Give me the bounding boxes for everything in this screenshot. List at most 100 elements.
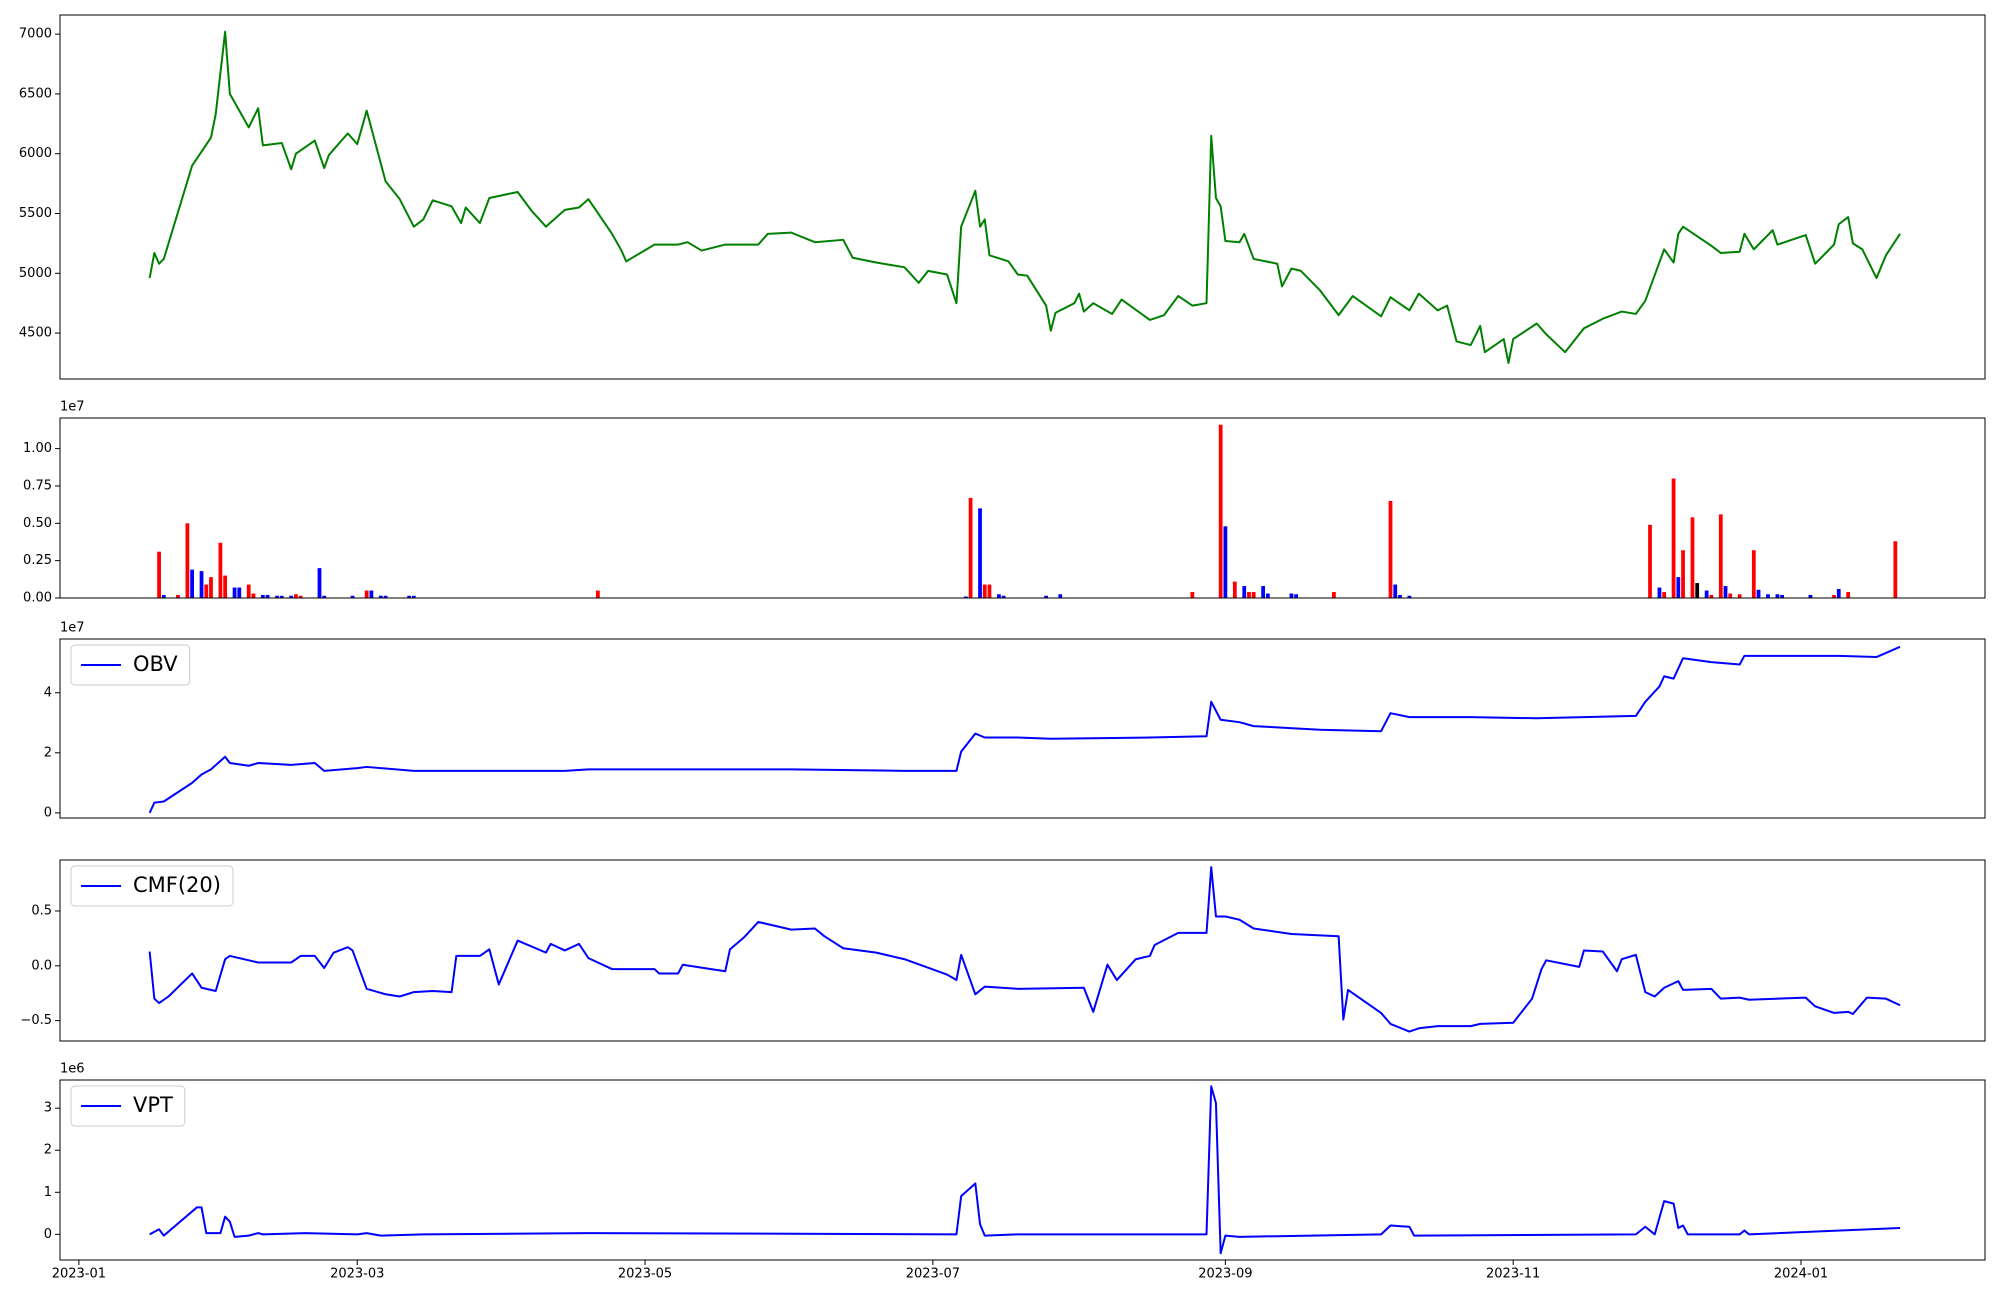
- volume-bar: [1190, 592, 1195, 598]
- volume-bar: [265, 595, 270, 598]
- volume-bar: [595, 590, 600, 598]
- y-tick-label: −0.5: [20, 1013, 52, 1028]
- axes-frame: [59, 14, 1986, 380]
- volume-bar: [1780, 595, 1785, 598]
- axis-offset-label: 1e7: [60, 621, 85, 636]
- volume-bar: [1247, 592, 1251, 598]
- volume-bar: [246, 584, 251, 598]
- volume-bar: [369, 590, 374, 598]
- y-tick-label: 0.0: [31, 958, 52, 973]
- volume-bar: [1723, 586, 1728, 598]
- panel: 0 2 4 1e7 OBV: [44, 621, 1986, 820]
- volume-bar: [1808, 595, 1813, 598]
- volume-bar: [279, 595, 284, 598]
- volume-bar: [963, 596, 968, 598]
- volume-bar: [185, 523, 190, 598]
- volume-bar: [204, 584, 209, 598]
- y-tick-label: 0.25: [23, 553, 52, 568]
- volume-bar: [218, 542, 223, 598]
- axis-offset-label: 1e6: [60, 1062, 85, 1077]
- y-tick-label: 6500: [19, 86, 52, 101]
- volume-bar: [411, 595, 416, 598]
- x-tick-label: 2023-09: [1198, 1267, 1252, 1282]
- volume-bar: [1407, 595, 1412, 598]
- volume-bar: [322, 595, 327, 598]
- volume-bar: [978, 508, 982, 598]
- volume-bar: [1251, 592, 1256, 598]
- y-tick-label: 5500: [19, 206, 52, 221]
- y-tick-label: 2: [44, 1143, 52, 1158]
- y-tick-label: 0: [44, 1227, 52, 1242]
- volume-bar: [317, 568, 322, 598]
- volume-bar: [1751, 550, 1756, 598]
- volume-bar: [1232, 581, 1237, 598]
- volume-bar: [1657, 587, 1662, 598]
- volume-bar: [1332, 592, 1336, 598]
- legend: [70, 1085, 186, 1127]
- panel: −0.5 0.0 0.5 CMF(20): [20, 859, 1986, 1042]
- volume-bar: [383, 595, 388, 598]
- y-tick-label: 0.50: [23, 516, 52, 531]
- volume-bar: [251, 593, 256, 598]
- axes-frame: [59, 859, 1986, 1042]
- volume-bar: [982, 584, 987, 598]
- volume-bar: [1704, 590, 1709, 598]
- volume-bar: [1832, 595, 1836, 598]
- y-tick-label: 1.00: [23, 441, 52, 456]
- line: [148, 866, 1901, 1033]
- volume-bar: [237, 587, 242, 598]
- panel: 0.00 0.25 0.50 0.75 1.00 1e7: [23, 400, 1986, 606]
- volume-bar: [1242, 586, 1247, 598]
- volume-bar: [1294, 594, 1299, 598]
- volume-bar: [1388, 500, 1393, 598]
- volume-bar: [350, 595, 355, 598]
- volume-bar: [1393, 584, 1398, 598]
- volume-bar: [1709, 595, 1714, 598]
- axes-frame: [59, 1079, 1986, 1261]
- volume-bar: [1775, 594, 1780, 598]
- x-tick-label: 2024-01: [1774, 1267, 1828, 1282]
- y-tick-label: 3: [44, 1101, 52, 1116]
- volume-bar: [407, 595, 412, 598]
- volume-bar: [161, 595, 166, 598]
- volume-bar: [1289, 593, 1294, 598]
- volume-bar: [1695, 583, 1700, 598]
- volume-bar: [260, 595, 265, 598]
- volume-bar: [1044, 595, 1048, 598]
- line: [148, 645, 1901, 814]
- y-tick-label: 7000: [19, 27, 52, 42]
- y-tick-label: 1: [44, 1185, 52, 1200]
- volume-bar: [997, 594, 1001, 598]
- volume-bar: [294, 594, 298, 598]
- y-tick-label: 5000: [19, 266, 52, 281]
- volume-bar: [1223, 526, 1228, 598]
- x-tick-label: 2023-11: [1486, 1267, 1540, 1282]
- volume-bar: [223, 575, 228, 598]
- volume-bar: [1265, 593, 1270, 598]
- volume-bar: [1718, 514, 1723, 598]
- x-tick-label: 2023-07: [906, 1267, 960, 1282]
- volume-bar: [176, 595, 180, 598]
- volume-bar: [378, 595, 383, 598]
- axes-frame: [59, 417, 1986, 599]
- volume-bar: [1218, 424, 1223, 598]
- volume-bar: [209, 577, 213, 598]
- volume-bar: [1737, 594, 1742, 598]
- volume-bar: [968, 497, 973, 598]
- volume-bar: [232, 587, 237, 598]
- volume-bar: [190, 569, 194, 598]
- volume-bar: [1681, 550, 1685, 598]
- panel: 4500 5000 5500 6000 6500 7000: [19, 14, 1986, 380]
- x-tick-label: 2023-01: [52, 1267, 106, 1282]
- volume-bar: [364, 590, 369, 598]
- y-tick-label: 0.75: [23, 478, 52, 493]
- legend: [70, 644, 191, 686]
- legend-label: VPT: [133, 1093, 173, 1117]
- y-tick-label: 0.00: [23, 591, 52, 606]
- volume-bar: [1676, 577, 1681, 598]
- volume-bar: [1058, 594, 1063, 598]
- volume-bar: [157, 551, 161, 598]
- volume-bar: [1728, 593, 1733, 598]
- volume-bar: [289, 595, 294, 598]
